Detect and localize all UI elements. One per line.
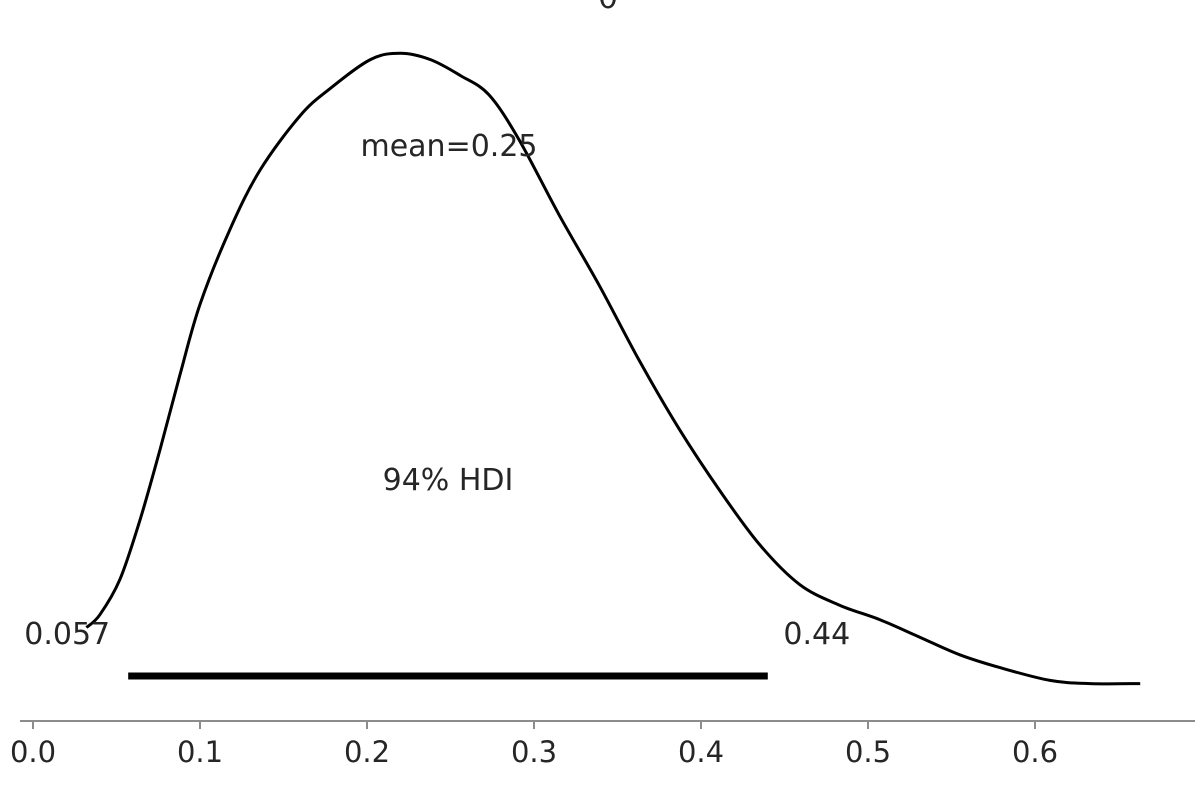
hdi-label: 94% HDI (383, 463, 514, 498)
x-tick-label: 0.1 (177, 735, 223, 769)
chart-title: θ (598, 0, 618, 16)
hdi-high-label: 0.44 (783, 617, 850, 652)
density-curve (85, 51, 1141, 686)
x-axis-ticks: 0.0 0.1 0.2 0.3 0.4 0.5 0.6 (10, 721, 1058, 769)
hdi-low-label: 0.057 (24, 617, 110, 652)
x-tick-label: 0.4 (678, 735, 724, 769)
x-tick-label: 0.2 (344, 735, 390, 769)
x-tick-label: 0.6 (1012, 735, 1058, 769)
x-tick-label: 0.0 (10, 735, 56, 769)
x-tick-label: 0.5 (845, 735, 891, 769)
x-tick-label: 0.3 (511, 735, 557, 769)
mean-label: mean=0.25 (360, 129, 537, 164)
